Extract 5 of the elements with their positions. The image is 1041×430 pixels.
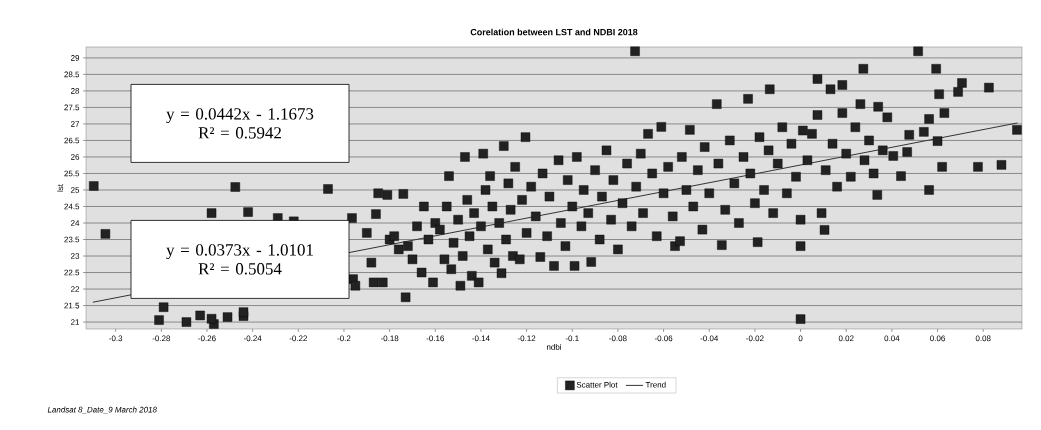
annotation: R² = 0.5942 [198, 127, 281, 139]
chart-title: Corelation between LST and NDBI 2018 [470, 28, 638, 36]
annotation: y = 0.0373x - 1.0101 [166, 244, 313, 260]
annotation: R² = 0.5054 [198, 263, 282, 275]
annotation: y = 0.0442x - 1.1673 [166, 108, 314, 124]
